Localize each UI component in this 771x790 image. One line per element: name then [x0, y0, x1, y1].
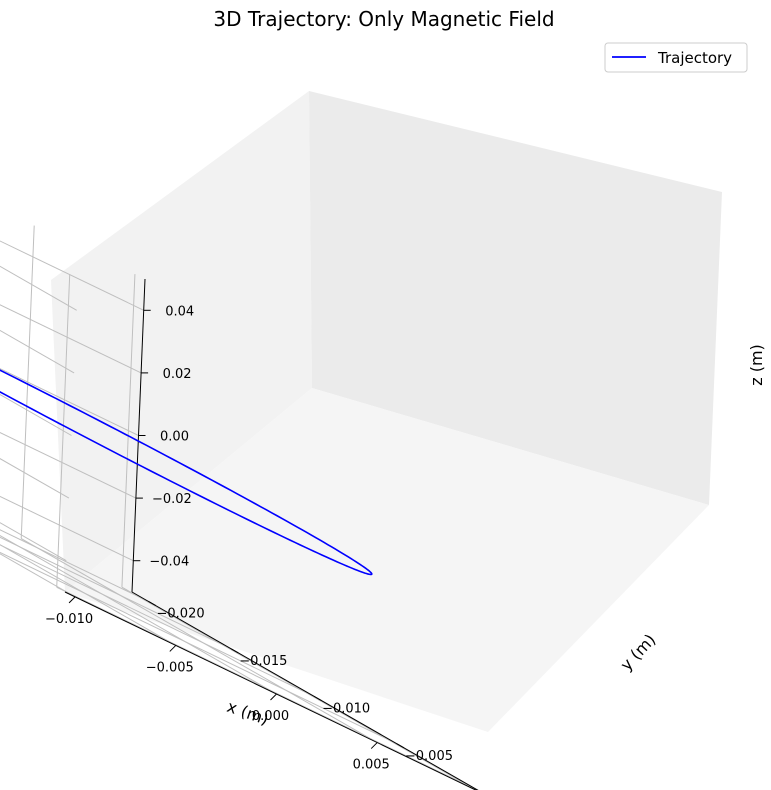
x-axis-label: x (m) [225, 697, 271, 729]
grid-line-z-side [0, 393, 72, 436]
grid-line-z-back [0, 304, 142, 374]
x-tick-mark [169, 645, 177, 652]
grid-line-x-floor [0, 544, 177, 646]
y-tick-mark [231, 648, 239, 654]
y-axis-line [131, 591, 479, 790]
y-tick-label: −0.015 [239, 654, 287, 669]
grid-line-z-side [0, 522, 67, 562]
grid-line-y-floor [56, 586, 479, 790]
grid-line-z-side [0, 265, 77, 311]
grid-line-y-floor [0, 551, 398, 745]
x-tick-label: 0.000 [252, 709, 289, 724]
grid-line-z-back [0, 368, 139, 436]
x-tick-mark [370, 742, 378, 749]
grid-line-x-floor [0, 553, 76, 598]
chart-title: 3D Trajectory: Only Magnetic Field [213, 7, 554, 31]
grid-line-y-floor [0, 529, 149, 602]
z-tick-label: −0.04 [149, 555, 189, 570]
z-tick-label: 0.04 [165, 304, 194, 319]
x-tick-mark [270, 693, 277, 701]
y-tick-mark [313, 695, 322, 701]
grid-line-y-floor [0, 544, 315, 697]
grid-line-z-side [0, 458, 70, 499]
x-tick-label: −0.010 [45, 612, 93, 627]
grid-lines [0, 225, 479, 790]
grid-line-z-back [0, 432, 137, 499]
legend-box [604, 42, 748, 73]
z-axis-label: z (m) [747, 344, 766, 386]
grid-line-z-back [0, 240, 144, 311]
y-axis-label: y (m) [616, 630, 659, 674]
grid-line-z-side [0, 329, 75, 374]
back-pane-right [309, 91, 722, 505]
y-tick-label: −0.010 [322, 701, 370, 716]
legend-label-trajectory: Trajectory [657, 49, 732, 67]
trajectory-line [0, 369, 373, 576]
floor-pane [65, 388, 709, 732]
grid-line-y-floor [0, 536, 232, 650]
tick-marks [68, 309, 405, 749]
y-tick-label: −0.005 [405, 749, 453, 764]
z-tick-label: −0.02 [152, 492, 192, 507]
y-tick-mark [148, 601, 156, 606]
z-tick-label: 0.00 [160, 430, 189, 445]
x-tick-label: 0.005 [353, 758, 390, 773]
tick-labels: −0.010−0.0050.0000.0050.0100.000−0.005−0… [45, 304, 453, 773]
grid-line-z-back [0, 495, 134, 562]
back-pane-left [51, 91, 312, 592]
y-tick-mark [396, 743, 405, 749]
x-tick-mark [68, 596, 76, 604]
legend: Trajectory [604, 42, 748, 73]
z-tick-label: 0.02 [163, 367, 192, 382]
x-tick-label: −0.005 [146, 660, 194, 675]
y-tick-label: −0.020 [157, 606, 205, 621]
